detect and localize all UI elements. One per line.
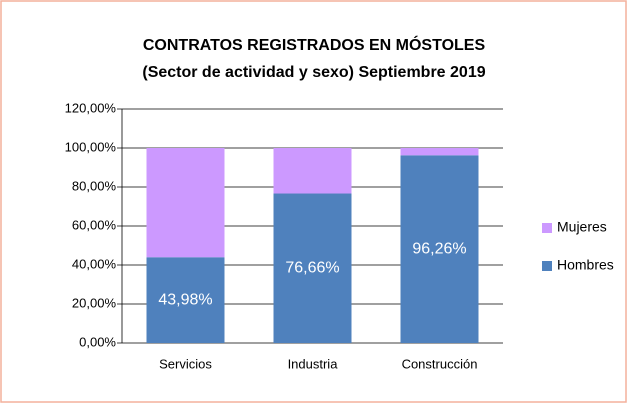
legend-label: Hombres [557,257,614,273]
legend-swatch [542,223,552,233]
y-tick-label: 40,00% [72,256,117,271]
y-tick-label: 0,00% [79,334,116,349]
x-tick-label: Construcción [402,356,478,371]
legend-label: Mujeres [557,219,607,235]
bar-segment [146,148,225,258]
y-tick-label: 100,00% [65,139,117,154]
y-tick-label: 80,00% [72,178,117,193]
data-label: 96,26% [412,240,466,257]
x-tick-label: Servicios [159,356,212,371]
bar-segment [273,193,352,343]
y-tick-label: 60,00% [72,217,117,232]
data-label: 43,98% [158,291,212,308]
x-tick-label: Industria [288,356,339,371]
data-label: 76,66% [285,259,339,276]
chart-subtitle: (Sector de actividad y sexo) Septiembre … [142,64,485,81]
bar-segment [400,148,479,156]
legend-swatch [542,261,552,271]
bar-segment [146,257,225,343]
y-tick-label: 20,00% [72,295,117,310]
chart-title: CONTRATOS REGISTRADOS EN MÓSTOLES [143,35,486,54]
y-tick-label: 120,00% [65,100,117,115]
bar-segment [400,155,479,343]
bar-segment [273,148,352,194]
